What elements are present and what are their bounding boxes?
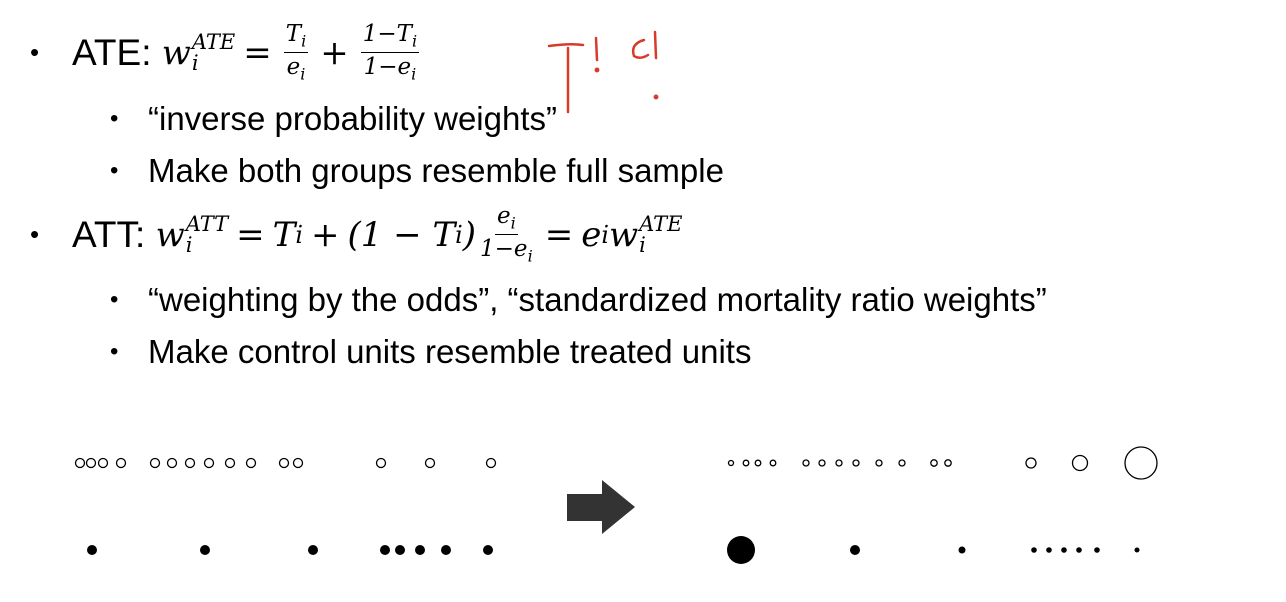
math: i <box>185 232 193 257</box>
sub-bullet: • “weighting by the odds”, “standardized … <box>110 281 1047 318</box>
math: e <box>581 214 602 255</box>
arrow <box>567 480 635 534</box>
math: ATE <box>639 211 683 236</box>
math: = <box>243 32 272 73</box>
text: “weighting by the odds”, “standardized m… <box>148 281 1047 318</box>
math: i <box>411 65 417 85</box>
math: (1 − T <box>347 214 456 255</box>
control-units-before <box>74 457 497 469</box>
math: i <box>527 247 533 267</box>
math: i <box>639 232 646 257</box>
math: ) <box>462 214 477 255</box>
math: w <box>608 214 639 255</box>
math: e <box>496 203 511 229</box>
math: 1−T <box>362 21 412 47</box>
math: i <box>455 220 463 249</box>
math: i <box>301 31 307 51</box>
math: = <box>236 214 265 255</box>
control-units-after <box>727 446 1158 480</box>
bullet-dot: • <box>30 219 40 250</box>
bullet-ate: • ATE: w ATE i = Ti ei + 1−Ti 1−ei <box>30 22 423 84</box>
text: Make both groups resemble full sample <box>148 152 724 189</box>
math: + <box>320 32 349 73</box>
math: = <box>544 214 574 255</box>
sub-bullet: • Make both groups resemble full sample <box>110 152 724 189</box>
math: i <box>295 220 303 249</box>
sub-bullet: • Make control units resemble treated uni… <box>110 333 752 370</box>
formula: w ATE i = Ti ei + 1−Ti 1−ei <box>162 22 423 84</box>
math: T <box>285 21 302 47</box>
math: 1−e <box>480 236 528 263</box>
math: i <box>412 31 418 51</box>
math: ATT <box>185 211 229 236</box>
sub-bullet: • “inverse probability weights” <box>110 100 558 137</box>
math: e <box>286 54 301 81</box>
math: T <box>272 214 296 255</box>
math: i <box>191 50 199 75</box>
math: i <box>300 65 306 85</box>
text: “inverse probability weights” <box>148 100 558 137</box>
treated-units-after <box>727 536 1140 564</box>
handwriting <box>547 30 659 114</box>
math: w <box>155 214 185 255</box>
label: ATE: <box>72 31 152 73</box>
text: Make control units resemble treated unit… <box>148 333 752 370</box>
math: 1−e <box>363 54 412 81</box>
math: i <box>601 220 609 249</box>
math: w <box>161 32 191 73</box>
bullet-dot: • <box>30 37 40 68</box>
math: i <box>510 213 516 233</box>
treated-units-before <box>87 545 493 555</box>
label: ATT: <box>72 213 146 255</box>
math: + <box>310 214 340 255</box>
math: ATE <box>191 29 236 54</box>
